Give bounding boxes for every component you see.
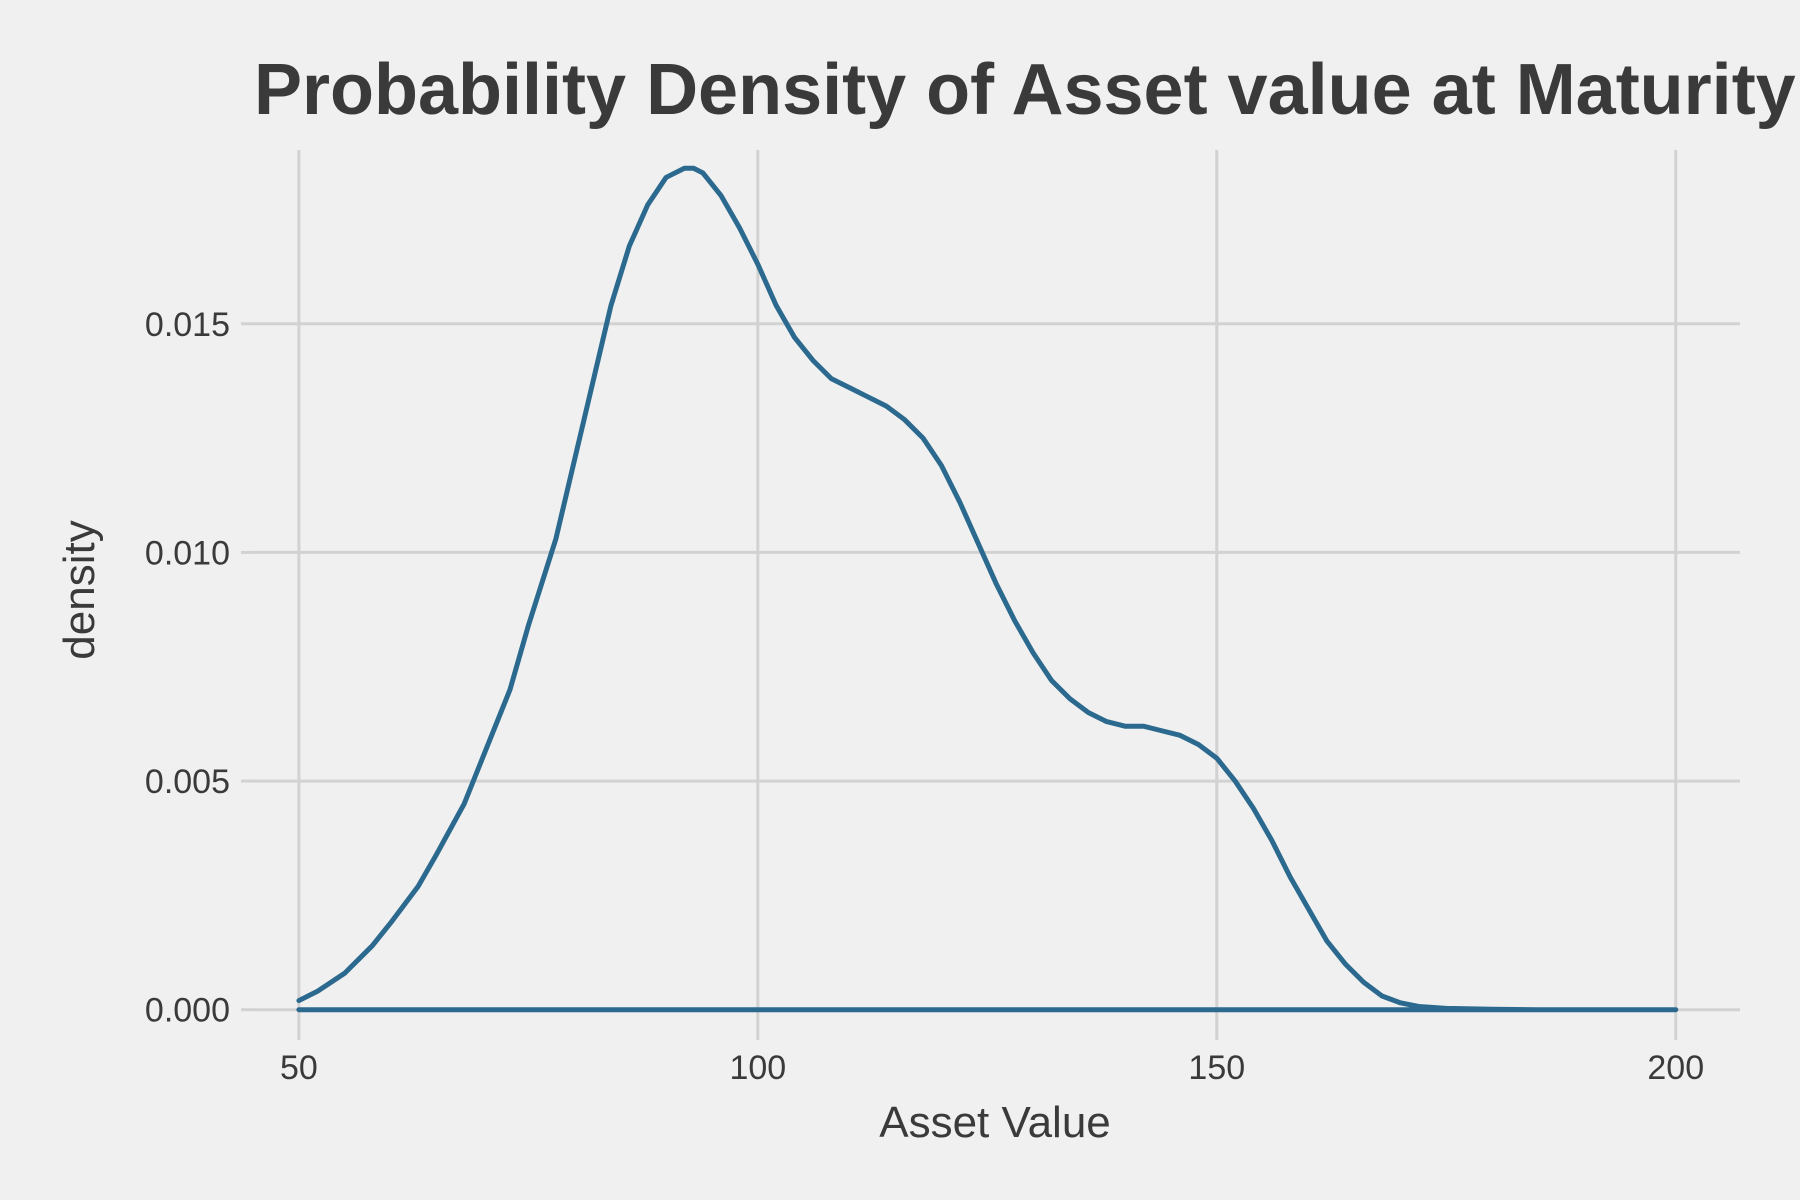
x-tick-label: 200 [1647, 1049, 1704, 1087]
y-gridlines [253, 322, 1740, 1012]
density-curve [296, 165, 1679, 1013]
y-axis-ticks: 0.000 0.005 0.010 0.015 [145, 306, 253, 1030]
x-axis-label: Asset Value [879, 1098, 1111, 1147]
x-axis-ticks: 50 100 150 200 [280, 1028, 1704, 1087]
y-tick-label: 0.000 [145, 992, 230, 1030]
y-tick-label: 0.015 [145, 306, 230, 344]
x-gridlines [297, 150, 1678, 1028]
x-tick-label: 50 [280, 1049, 318, 1087]
y-axis-label: density [55, 520, 104, 659]
y-tick-label: 0.005 [145, 763, 230, 801]
x-tick-label: 100 [729, 1049, 786, 1087]
y-tick-label: 0.010 [145, 534, 230, 572]
chart-title: Probability Density of Asset value at Ma… [254, 50, 1796, 130]
x-tick-label: 150 [1188, 1049, 1245, 1087]
